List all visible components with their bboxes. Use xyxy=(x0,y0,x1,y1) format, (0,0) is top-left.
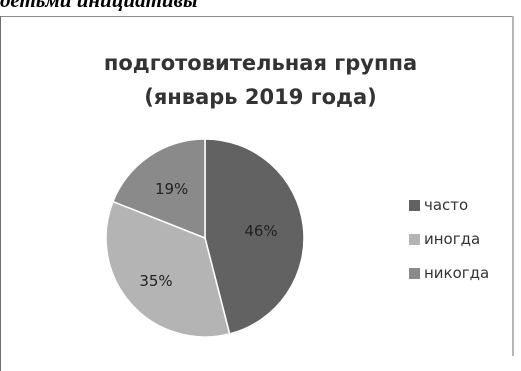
legend-label-never: никогда xyxy=(424,264,490,282)
legend-item-never: никогда xyxy=(409,256,489,290)
pie-slice-sometimes xyxy=(105,200,231,338)
legend: часто иногда никогда xyxy=(409,188,489,290)
legend-item-sometimes: иногда xyxy=(409,222,489,256)
top-caption: детьми инициативы xyxy=(0,0,198,12)
frame-right-edge xyxy=(512,16,514,356)
pie-label-never: 19% xyxy=(155,180,188,198)
chart-title-line-2: (январь 2019 года) xyxy=(144,85,377,109)
legend-swatch-never xyxy=(409,267,420,279)
pie-slice-often xyxy=(204,138,305,335)
pie-label-sometimes: 35% xyxy=(139,272,172,290)
legend-swatch-often xyxy=(409,199,420,211)
pie-slice-never xyxy=(111,138,206,240)
legend-item-often: часто xyxy=(409,188,489,222)
legend-label-sometimes: иногда xyxy=(424,230,481,248)
legend-label-often: часто xyxy=(424,196,469,214)
legend-swatch-sometimes xyxy=(409,233,420,245)
chart-title-line-1: подготовительная группа xyxy=(103,51,418,75)
pie-label-often: 46% xyxy=(244,222,277,240)
frame-left-edge xyxy=(0,16,1,371)
